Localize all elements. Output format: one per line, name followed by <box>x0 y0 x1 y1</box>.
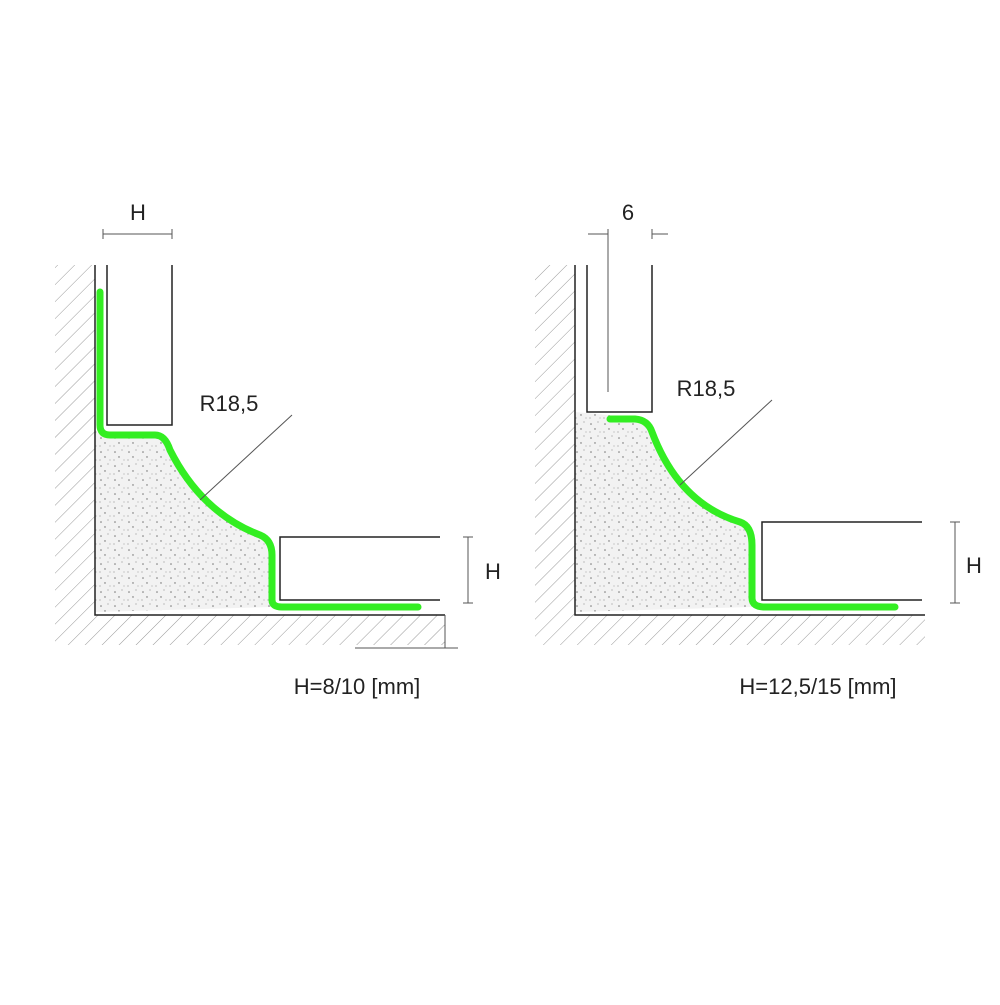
dimension-line <box>102 229 173 239</box>
profile <box>606 415 899 611</box>
floor-tile <box>761 521 922 601</box>
leader-line <box>199 414 293 501</box>
right-diagram: 6 R18,5 H H=12,5/15 [mm] <box>535 200 982 699</box>
ref-line <box>355 615 458 649</box>
wall-line <box>94 265 445 616</box>
mortar <box>575 412 752 612</box>
caption: H=8/10 [mm] <box>294 674 421 699</box>
floor-hatch <box>575 615 925 645</box>
wall-tile <box>586 265 653 413</box>
wall-hatch <box>55 265 95 645</box>
wall-hatch <box>535 265 575 645</box>
dimension-line <box>950 521 960 604</box>
left-diagram: H R18,5 H H=8/10 [mm] <box>55 200 501 699</box>
mortar <box>95 430 272 612</box>
radius-label: R18,5 <box>677 376 736 401</box>
leader-line <box>679 399 773 486</box>
top-label: H <box>130 200 146 225</box>
dimension-line <box>463 536 473 604</box>
wall-line <box>574 265 925 616</box>
radius-label: R18,5 <box>200 391 259 416</box>
dimension-line <box>588 229 668 392</box>
wall-tile <box>106 265 173 426</box>
profile <box>96 288 422 611</box>
side-label: H <box>966 553 982 578</box>
top-label: 6 <box>622 200 634 225</box>
floor-tile <box>279 536 440 601</box>
floor-hatch <box>95 615 445 645</box>
side-label: H <box>485 559 501 584</box>
caption: H=12,5/15 [mm] <box>739 674 896 699</box>
